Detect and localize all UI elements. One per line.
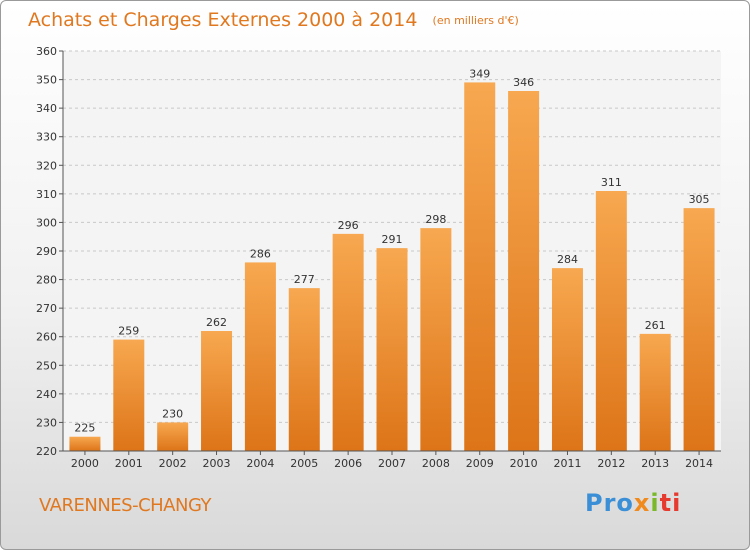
logo-part-1: Pro [585, 489, 634, 517]
bars: 225 259 230 262 286 277 296 291 298 349 346 284 311 2… [69, 67, 715, 451]
value-label-2010: 346 [513, 76, 534, 89]
x-tick-label: 2011 [553, 457, 581, 470]
value-label-2007: 291 [382, 233, 403, 246]
proxiti-logo: Proxiti [585, 489, 681, 517]
value-label-2011: 284 [557, 253, 578, 266]
y-tick-label: 360 [36, 45, 57, 58]
x-tick-label: 2004 [246, 457, 274, 470]
x-tick-label: 2008 [422, 457, 450, 470]
y-tick-label: 310 [36, 188, 57, 201]
y-tick-label: 250 [36, 359, 57, 372]
bar-2004 [244, 262, 276, 451]
y-tick-label: 330 [36, 131, 57, 144]
bar-2012 [595, 191, 627, 451]
x-tick-label: 2006 [334, 457, 362, 470]
bar-2007 [376, 248, 408, 451]
logo-part-2: x [633, 489, 651, 517]
y-tick-label: 280 [36, 274, 57, 287]
bar-2010 [508, 91, 540, 451]
chart-title-block: Achats et Charges Externes 2000 à 2014 (… [28, 9, 519, 31]
y-tick-label: 320 [36, 159, 57, 172]
y-tick-label: 220 [36, 445, 57, 458]
bar-2002 [157, 422, 189, 451]
bar-2003 [201, 331, 233, 451]
bar-2009 [464, 82, 496, 451]
x-tick-label: 2014 [685, 457, 713, 470]
bar-2006 [332, 233, 364, 451]
value-label-2002: 230 [162, 407, 183, 420]
y-tick-label: 290 [36, 245, 57, 258]
value-label-2003: 262 [206, 316, 227, 329]
y-tick-label: 340 [36, 102, 57, 115]
axes: 220 230 240 250 260 270 280 290 300 310 320 330 340 3… [36, 45, 721, 470]
bar-2000 [69, 436, 101, 451]
x-tick-label: 2005 [290, 457, 318, 470]
y-tick-label: 300 [36, 216, 57, 229]
value-label-2013: 261 [645, 319, 666, 332]
x-tick-label: 2009 [466, 457, 494, 470]
x-tick-label: 2002 [159, 457, 187, 470]
y-tick-label: 230 [36, 416, 57, 429]
bar-2014 [683, 208, 715, 451]
x-tick-label: 2010 [510, 457, 538, 470]
x-tick-label: 2001 [115, 457, 143, 470]
x-tick-label: 2013 [641, 457, 669, 470]
bar-2001 [113, 339, 145, 451]
value-label-2004: 286 [250, 247, 271, 260]
bar-2011 [551, 268, 583, 451]
value-label-2008: 298 [425, 213, 446, 226]
x-tick-label: 2000 [71, 457, 99, 470]
x-tick-label: 2007 [378, 457, 406, 470]
bar-2008 [420, 228, 452, 451]
y-tick-label: 260 [36, 331, 57, 344]
bar-2005 [288, 288, 320, 451]
value-label-2009: 349 [469, 67, 490, 80]
y-tick-label: 350 [36, 74, 57, 87]
logo-part-4: ti [659, 489, 682, 517]
bar-2013 [639, 333, 671, 451]
value-label-2000: 225 [74, 422, 95, 435]
x-tick-label: 2012 [597, 457, 625, 470]
value-label-2005: 277 [294, 273, 315, 286]
place-name: VARENNES-CHANGY [39, 495, 212, 516]
logo-part-3: i [650, 489, 660, 517]
value-label-2006: 296 [338, 219, 359, 232]
x-tick-label: 2003 [203, 457, 231, 470]
value-label-2014: 305 [689, 193, 710, 206]
chart-title: Achats et Charges Externes 2000 à 2014 [28, 9, 418, 31]
chart-subtitle: (en milliers d'€) [432, 14, 519, 27]
value-label-2012: 311 [601, 176, 622, 189]
y-tick-label: 270 [36, 302, 57, 315]
value-label-2001: 259 [118, 325, 139, 338]
y-tick-label: 240 [36, 388, 57, 401]
